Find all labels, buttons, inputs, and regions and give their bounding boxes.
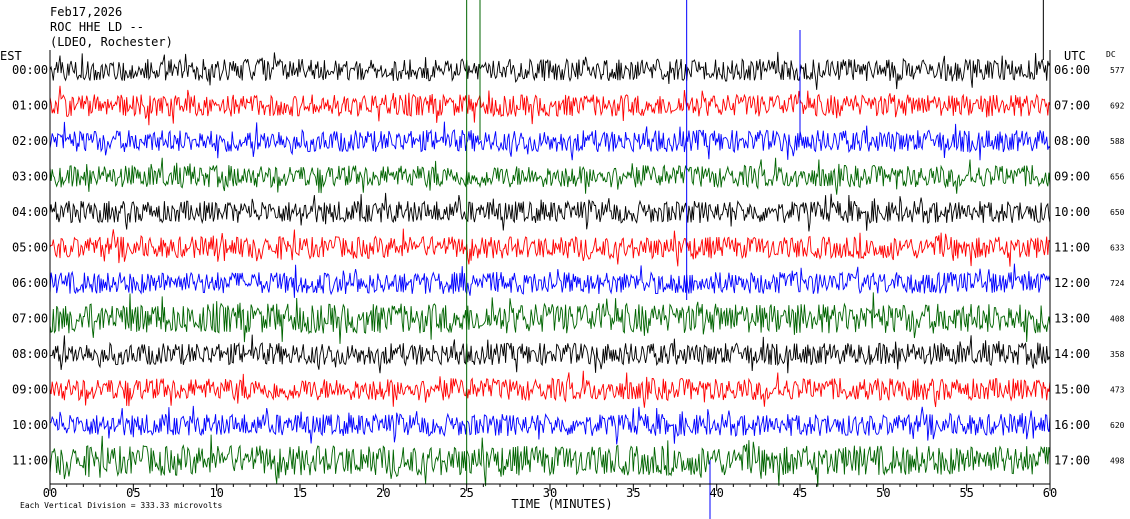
trace-row-0000 (49, 51, 1051, 90)
trace-row-1100 (49, 434, 1051, 487)
trace-row-0800 (49, 334, 1051, 374)
header-station: ROC HHE LD -- (50, 20, 144, 34)
dc-offset-label: 358 (1110, 350, 1125, 359)
est-hour-label: 09:00 (12, 383, 48, 397)
dc-offset-label: 724 (1110, 279, 1125, 288)
utc-hour-label: 16:00 (1054, 418, 1090, 432)
trace-row-0600 (49, 263, 1051, 298)
utc-hour-label: 17:00 (1054, 454, 1090, 468)
x-tick-label: 05 (126, 486, 140, 500)
est-hour-label: 01:00 (12, 99, 48, 113)
x-tick-label: 55 (959, 486, 973, 500)
dc-offset-label: 633 (1110, 244, 1125, 253)
x-tick-label: 20 (376, 486, 390, 500)
dc-offset-label: 473 (1110, 386, 1125, 395)
dc-offset-label: 650 (1110, 208, 1125, 217)
est-axis-label: EST (0, 49, 22, 63)
utc-hour-label: 10:00 (1054, 205, 1090, 219)
trace-row-1000 (49, 405, 1051, 445)
dc-offset-label: 498 (1110, 457, 1125, 466)
trace-row-0400 (49, 192, 1051, 232)
x-tick-label: 30 (543, 486, 557, 500)
x-tick-label: 15 (293, 486, 307, 500)
utc-hour-label: 09:00 (1054, 170, 1090, 184)
trace-row-0700 (49, 292, 1051, 344)
header-network: (LDEO, Rochester) (50, 35, 173, 49)
header-date: Feb17,2026 (50, 5, 122, 19)
trace-row-0500 (49, 228, 1051, 267)
trace-row-0100 (49, 85, 1051, 126)
x-tick-label: 60 (1043, 486, 1057, 500)
utc-hour-label: 07:00 (1054, 99, 1090, 113)
utc-hour-label: 08:00 (1054, 134, 1090, 148)
utc-hour-label: 06:00 (1054, 63, 1090, 77)
dc-offset-label: 620 (1110, 421, 1125, 430)
est-hour-label: 10:00 (12, 418, 48, 432)
dc-offset-label: 408 (1110, 315, 1125, 324)
est-hour-label: 08:00 (12, 347, 48, 361)
scale-note: Each Vertical Division = 333.33 microvol… (20, 501, 222, 510)
row-labels: 00:00 06:00 577 01:00 07:00 692 02:00 08:00 588 0… (12, 63, 1125, 468)
utc-hour-label: 11:00 (1054, 241, 1090, 255)
x-axis-ticks: 00 05 10 15 20 25 30 35 40 45 50 55 60 (43, 484, 1057, 500)
header: Feb17,2026 ROC HHE LD -- (LDEO, Rocheste… (50, 5, 173, 49)
spike-group (466, 0, 1044, 519)
x-axis-label: TIME (MINUTES) (511, 497, 612, 511)
est-hour-label: 07:00 (12, 312, 48, 326)
utc-axis-label: UTC (1064, 49, 1086, 63)
est-hour-label: 00:00 (12, 63, 48, 77)
utc-hour-label: 15:00 (1054, 383, 1090, 397)
x-tick-label: 25 (459, 486, 473, 500)
x-tick-label: 10 (209, 486, 223, 500)
est-hour-label: 11:00 (12, 454, 48, 468)
dc-offset-label: 577 (1110, 66, 1125, 75)
dc-offset-label: 656 (1110, 173, 1125, 182)
utc-hour-label: 13:00 (1054, 312, 1090, 326)
trace-row-0900 (49, 370, 1051, 408)
trace-row-0300 (49, 157, 1051, 195)
est-hour-label: 02:00 (12, 134, 48, 148)
dc-offset-label: 588 (1110, 137, 1125, 146)
x-tick-label: 00 (43, 486, 57, 500)
utc-hour-label: 14:00 (1054, 347, 1090, 361)
trace-row-0200 (49, 121, 1051, 161)
trace-group (49, 51, 1051, 487)
est-hour-label: 05:00 (12, 241, 48, 255)
dc-offset-label: 692 (1110, 102, 1125, 111)
est-hour-label: 03:00 (12, 170, 48, 184)
x-tick-label: 35 (626, 486, 640, 500)
x-tick-label: 40 (709, 486, 723, 500)
x-tick-label: 45 (793, 486, 807, 500)
est-hour-label: 06:00 (12, 276, 48, 290)
est-hour-label: 04:00 (12, 205, 48, 219)
x-tick-label: 50 (876, 486, 890, 500)
dc-column-label: DC (1106, 50, 1116, 59)
utc-hour-label: 12:00 (1054, 276, 1090, 290)
